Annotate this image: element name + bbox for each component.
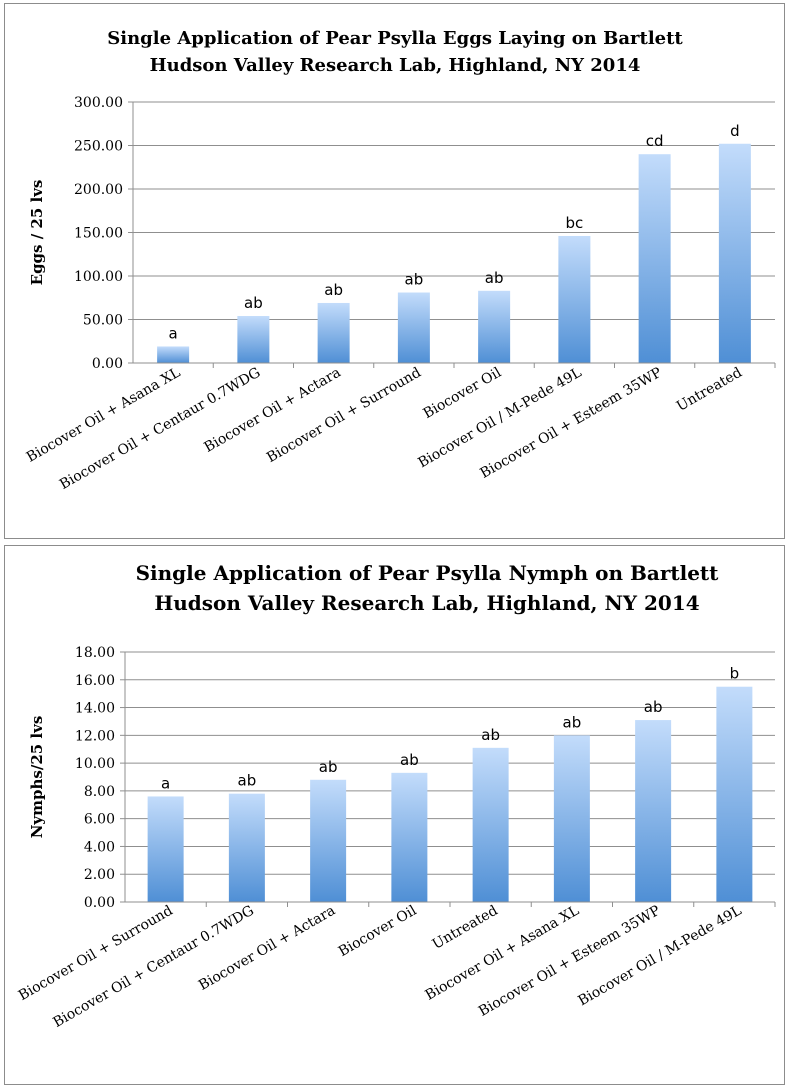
nymph-y-axis-label: Nymphs/25 lvs	[28, 716, 46, 839]
eggs-chart-title-line-1: Single Application of Pear Psylla Eggs L…	[107, 28, 683, 49]
nymph-bar-1	[147, 796, 184, 902]
eggs-y-tick-label: 250.00	[74, 139, 123, 155]
eggs-y-tick-label: 50.00	[83, 313, 123, 329]
nymph-chart-panel: Single Application of Pear Psylla Nymph …	[4, 545, 785, 1085]
nymph-y-tick-label: 8.00	[84, 784, 115, 800]
eggs-chart-panel: Single Application of Pear Psylla Eggs L…	[4, 3, 785, 539]
nymph-bar-data-label-7: ab	[644, 698, 663, 716]
nymph-category-label-1: Biocover Oil + Surround	[16, 903, 176, 1005]
eggs-bar-data-label-6: bc	[565, 214, 583, 232]
nymph-bar-data-label-2: ab	[238, 772, 257, 790]
nymph-category-label-4: Biocover Oil	[336, 902, 420, 960]
nymph-bar-2	[228, 793, 265, 902]
eggs-y-tick-label: 300.00	[74, 95, 123, 111]
nymph-y-tick-label: 16.00	[75, 673, 115, 689]
eggs-category-label-1: Biocover Oil + Asana XL	[24, 365, 183, 466]
nymph-bar-3	[310, 779, 347, 902]
nymph-bar-data-label-3: ab	[319, 758, 338, 776]
eggs-bar-data-label-3: ab	[324, 281, 343, 299]
eggs-bar-1	[157, 346, 190, 363]
nymph-y-tick-label: 4.00	[84, 839, 115, 855]
nymph-bar-data-label-5: ab	[481, 726, 500, 744]
eggs-bar-data-label-1: a	[169, 324, 178, 342]
eggs-y-axis-label: Eggs / 25 lvs	[28, 180, 46, 286]
eggs-bar-data-label-2: ab	[244, 294, 263, 312]
eggs-bar-data-label-5: ab	[485, 269, 504, 287]
eggs-category-label-8: Untreated	[674, 365, 745, 415]
nymph-chart: Single Application of Pear Psylla Nymph …	[16, 561, 776, 1031]
nymph-bar-7	[635, 720, 672, 902]
nymph-bar-6	[553, 735, 590, 902]
eggs-y-tick-label: 100.00	[74, 269, 123, 285]
nymph-bar-4	[391, 772, 428, 902]
eggs-bar-7	[638, 154, 671, 363]
eggs-bar-6	[558, 235, 591, 363]
nymph-category-label-3: Biocover Oil + Actara	[196, 903, 338, 994]
eggs-bar-data-label-8: d	[730, 122, 740, 140]
nymph-y-tick-label: 0.00	[84, 895, 115, 911]
eggs-bar-4	[397, 292, 430, 363]
eggs-bar-5	[478, 290, 511, 363]
nymph-bar-5	[472, 747, 509, 902]
eggs-y-tick-label: 0.00	[92, 356, 123, 372]
nymph-y-tick-label: 18.00	[75, 645, 115, 661]
nymph-bar-data-label-1: a	[161, 774, 170, 792]
eggs-chart: Single Application of Pear Psylla Eggs L…	[24, 28, 776, 493]
nymph-y-tick-label: 14.00	[75, 701, 115, 717]
nymph-y-tick-label: 12.00	[75, 728, 115, 744]
eggs-bar-8	[718, 143, 751, 363]
nymph-category-label-8: Biocover Oil / M-Pede 49L	[575, 903, 744, 1010]
nymph-y-tick-label: 6.00	[84, 812, 115, 828]
eggs-bar-3	[317, 302, 350, 363]
eggs-category-label-3: Biocover Oil + Actara	[202, 365, 344, 456]
nymph-chart-title-line-1: Single Application of Pear Psylla Nymph …	[136, 561, 720, 585]
eggs-y-tick-label: 200.00	[74, 182, 123, 198]
nymph-y-tick-label: 10.00	[75, 756, 115, 772]
nymph-category-label-5: Untreated	[430, 903, 501, 953]
eggs-chart-title-line-2: Hudson Valley Research Lab, Highland, NY…	[150, 55, 641, 76]
nymph-bar-data-label-4: ab	[400, 751, 419, 769]
eggs-category-label-4: Biocover Oil + Surround	[264, 365, 424, 467]
nymph-y-tick-label: 2.00	[84, 867, 115, 883]
eggs-bar-2	[237, 316, 270, 363]
eggs-bar-data-label-4: ab	[405, 271, 424, 289]
nymph-bar-data-label-6: ab	[563, 713, 582, 731]
eggs-y-tick-label: 150.00	[74, 226, 123, 242]
nymph-chart-title-line-2: Hudson Valley Research Lab, Highland, NY…	[154, 591, 699, 615]
nymph-category-label-6: Biocover Oil + Asana XL	[423, 903, 582, 1004]
nymph-bar-data-label-8: b	[730, 665, 740, 683]
eggs-bar-data-label-7: cd	[646, 132, 664, 150]
nymph-bar-8	[716, 686, 753, 902]
